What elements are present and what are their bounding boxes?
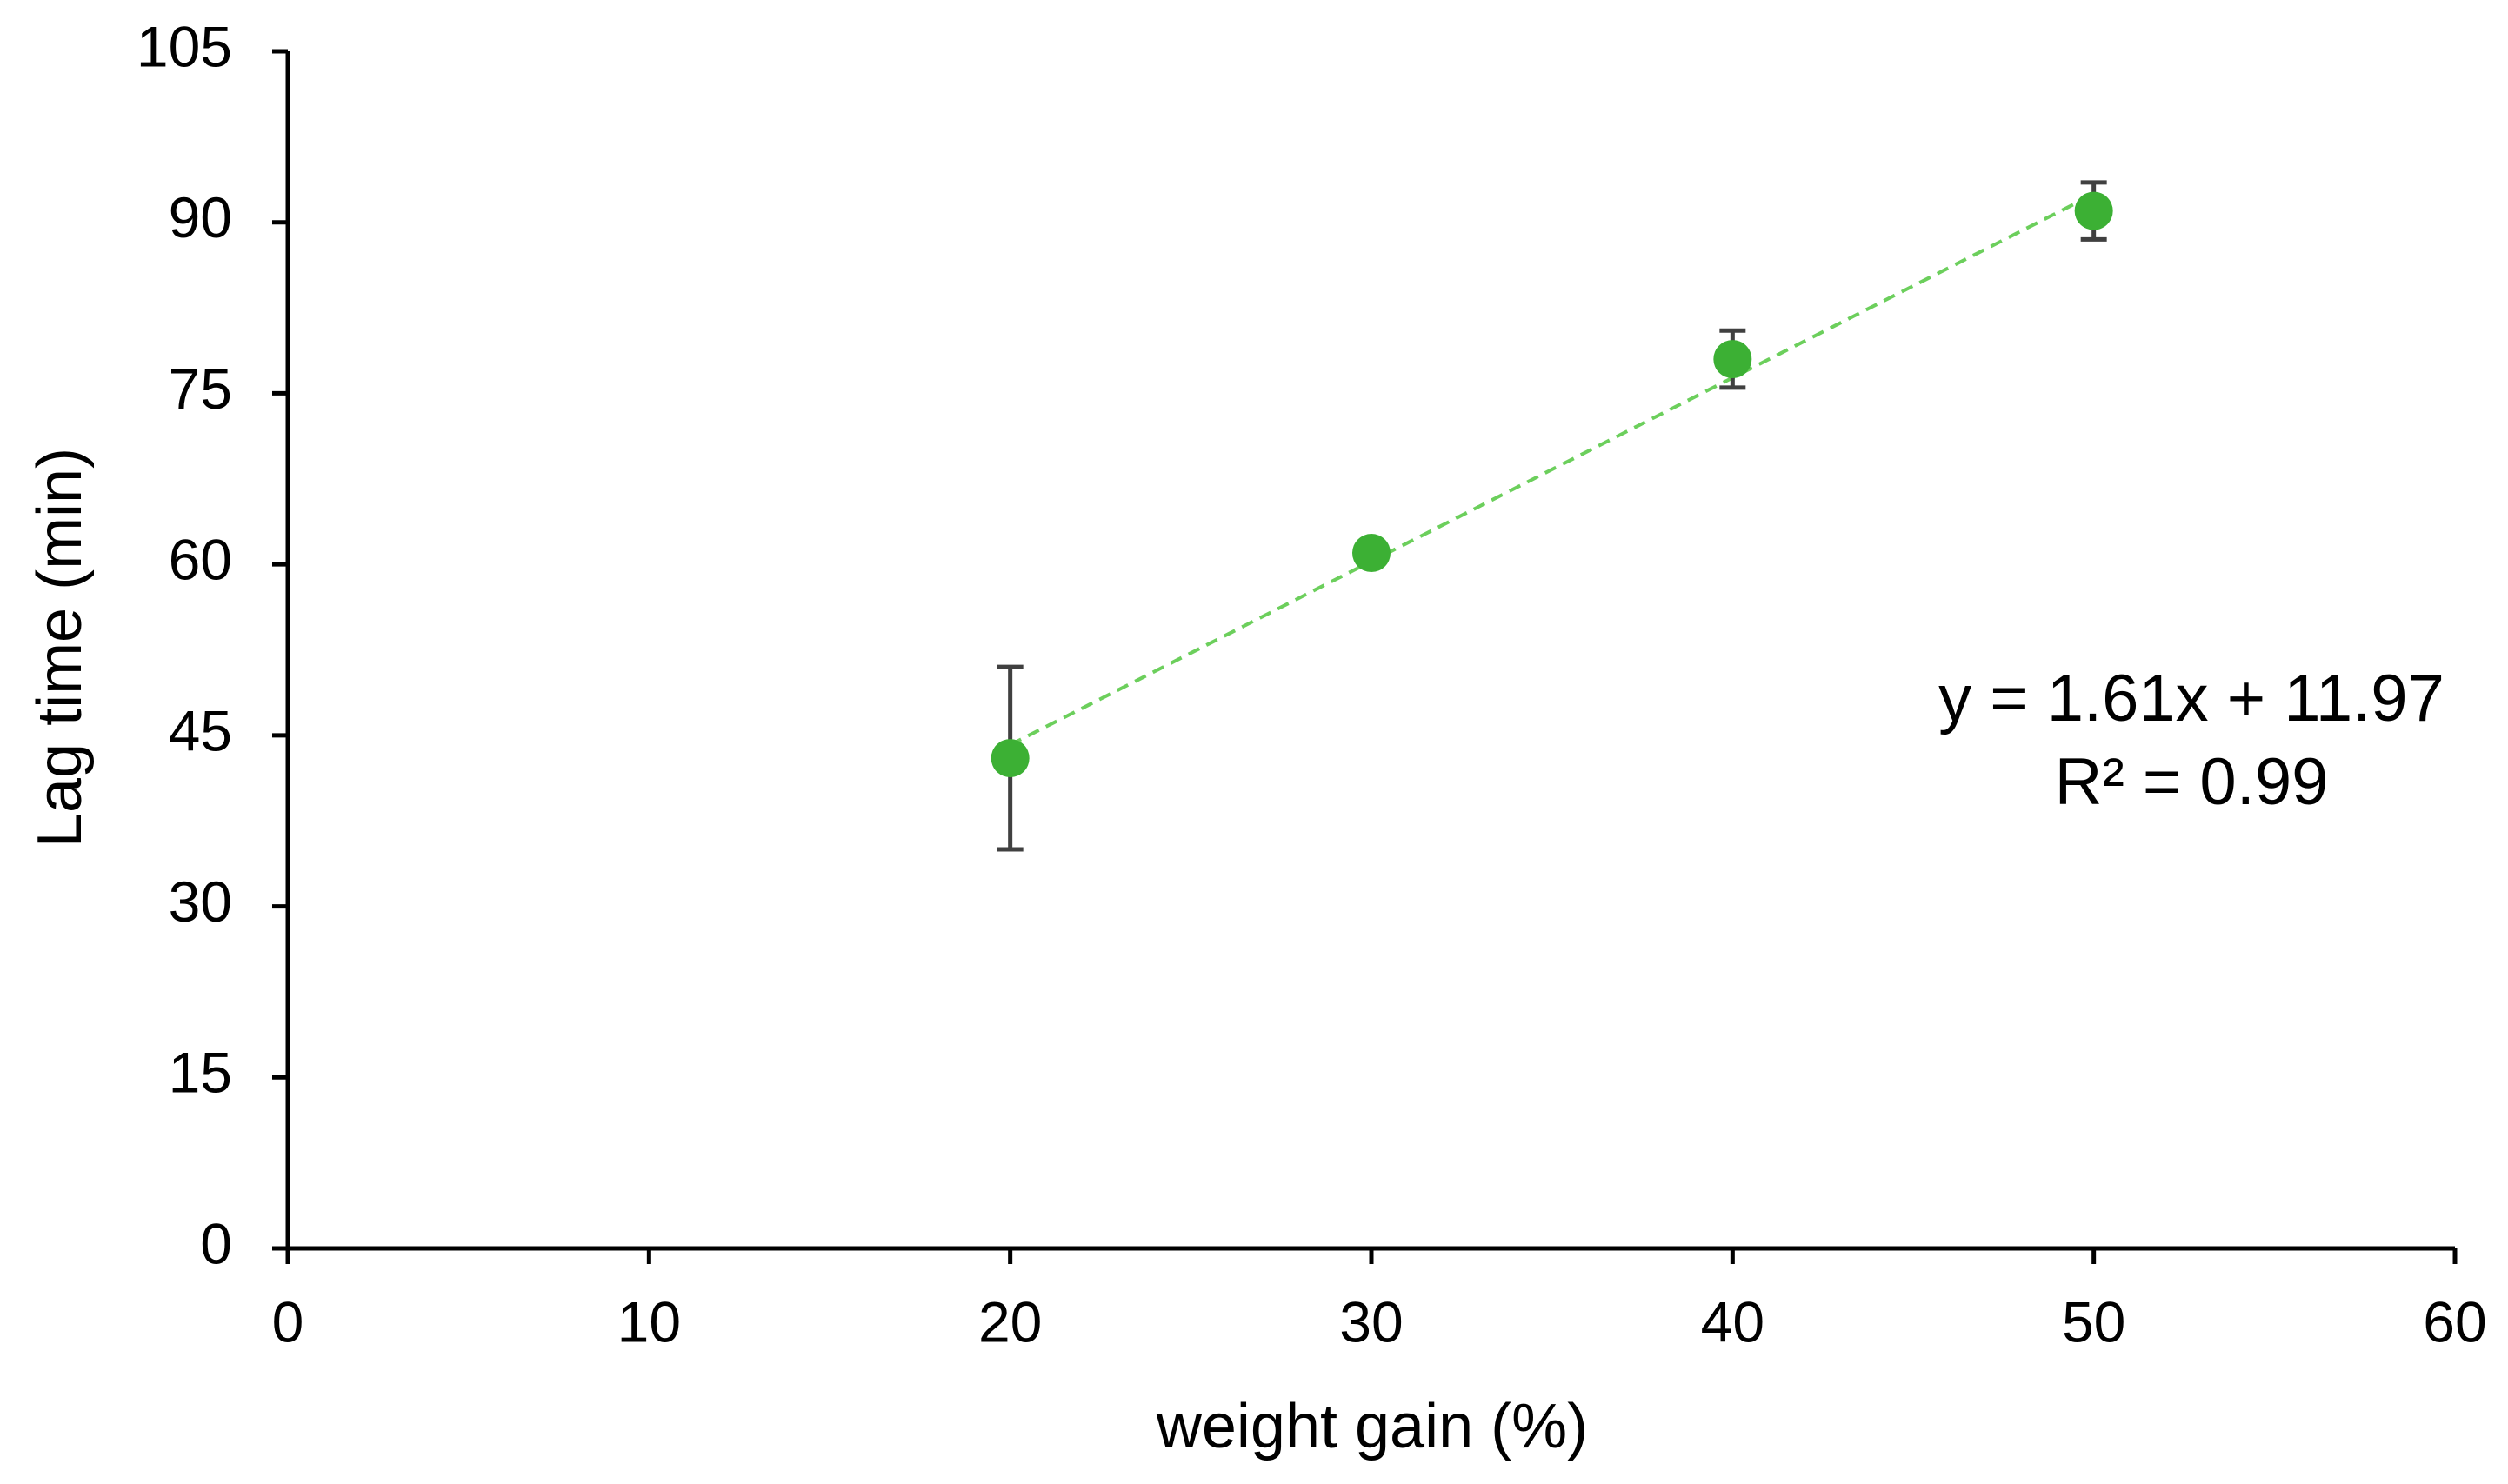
y-tick-label: 105: [137, 14, 232, 78]
x-tick-label: 10: [617, 1289, 681, 1354]
trendline-equation: y = 1.61x + 11.97: [1938, 662, 2445, 735]
y-tick-label: 30: [169, 869, 232, 934]
y-axis-title: Lag time (min): [25, 448, 95, 848]
data-point: [991, 739, 1030, 778]
x-tick-label: 40: [1701, 1289, 1764, 1354]
r-squared: R² = 0.99: [2055, 745, 2329, 819]
x-tick-label: 20: [978, 1289, 1042, 1354]
data-point: [1713, 340, 1752, 379]
x-tick-label: 60: [2423, 1289, 2486, 1354]
data-point: [2074, 191, 2113, 230]
x-axis-title: weight gain (%): [1156, 1392, 1588, 1461]
trendline: [1009, 192, 2095, 747]
x-tick-label: 50: [2062, 1289, 2125, 1354]
data-point: [1352, 534, 1391, 573]
x-tick-label: 30: [1339, 1289, 1403, 1354]
x-tick-label: 0: [272, 1289, 304, 1354]
y-tick-label: 60: [169, 528, 232, 592]
y-tick-label: 15: [169, 1041, 232, 1105]
y-tick-label: 90: [169, 185, 232, 250]
y-tick-label: 0: [200, 1211, 232, 1275]
y-tick-label: 75: [169, 356, 232, 421]
y-tick-label: 45: [169, 698, 232, 762]
